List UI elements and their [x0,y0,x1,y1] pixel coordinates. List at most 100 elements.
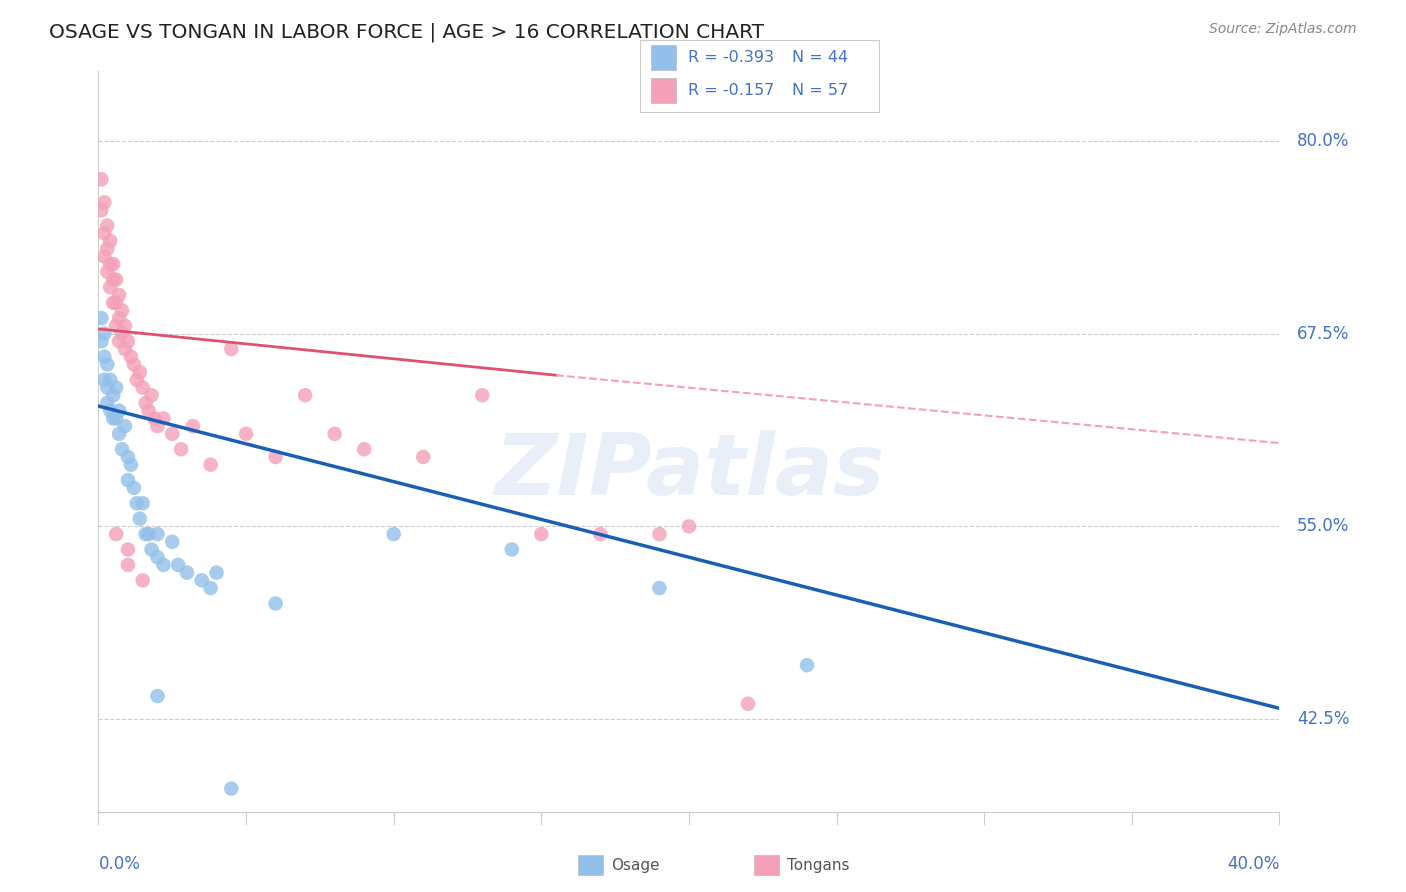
Point [648,527,671,541]
Point [108,288,131,302]
Point [412,450,434,464]
Point [105,295,128,310]
Text: Source: ZipAtlas.com: Source: ZipAtlas.com [1209,22,1357,37]
Point [122,481,145,495]
Text: Osage: Osage [612,858,661,872]
Point [589,527,612,541]
Point [146,527,169,541]
Point [146,550,169,565]
Text: 55.0%: 55.0% [1298,517,1350,535]
Point [125,373,148,387]
Point [105,411,128,425]
Point [96,358,118,372]
Point [114,318,136,333]
Point [138,403,160,417]
Point [221,342,243,356]
Point [235,426,257,441]
Point [98,280,121,294]
Point [120,458,142,472]
Point [471,388,494,402]
Text: N = 57: N = 57 [792,83,848,97]
Point [108,426,131,441]
Text: OSAGE VS TONGAN IN LABOR FORCE | AGE > 16 CORRELATION CHART: OSAGE VS TONGAN IN LABOR FORCE | AGE > 1… [49,22,765,42]
Point [128,365,150,379]
Point [108,334,131,349]
Point [796,658,818,673]
Point [132,574,155,588]
Point [96,265,118,279]
Text: 67.5%: 67.5% [1298,325,1350,343]
Point [90,334,112,349]
Point [125,496,148,510]
Point [205,566,228,580]
Point [111,303,134,318]
Point [132,380,155,394]
Point [93,350,115,364]
Point [93,373,115,387]
Point [176,566,198,580]
Point [117,542,139,557]
Point [98,234,121,248]
Point [103,272,125,286]
Point [191,574,214,588]
Point [353,442,375,457]
Point [135,396,157,410]
Point [108,311,131,326]
Point [501,542,523,557]
Point [103,411,125,425]
Point [120,350,142,364]
Text: R = -0.157: R = -0.157 [688,83,773,97]
Point [152,558,174,572]
Text: 40.0%: 40.0% [1227,855,1279,873]
Point [98,373,121,387]
Point [90,311,112,326]
Point [90,172,112,186]
Point [264,597,287,611]
Point [135,527,157,541]
Point [105,380,128,394]
Point [103,257,125,271]
Point [221,781,243,796]
Point [200,458,222,472]
Point [114,342,136,356]
Point [648,581,671,595]
Point [170,442,193,457]
Point [162,426,183,441]
Point [132,496,155,510]
Point [111,442,134,457]
Point [108,403,131,417]
Point [103,388,125,402]
Text: 0.0%: 0.0% [98,855,141,873]
Text: 80.0%: 80.0% [1298,132,1350,150]
Point [323,426,346,441]
Point [264,450,287,464]
Point [105,318,128,333]
Point [167,558,190,572]
Point [93,250,115,264]
Point [141,542,163,557]
Text: N = 44: N = 44 [792,51,848,65]
Point [143,411,166,425]
Point [146,689,169,703]
Point [114,419,136,434]
Point [146,419,169,434]
Point [90,203,112,218]
Point [152,411,174,425]
Point [98,257,121,271]
Text: 42.5%: 42.5% [1298,710,1350,728]
Point [117,450,139,464]
Point [181,419,204,434]
Point [200,581,222,595]
Text: Tongans: Tongans [787,858,849,872]
Point [111,326,134,341]
Point [122,358,145,372]
Point [96,396,118,410]
Point [737,697,759,711]
Point [93,326,115,341]
Point [530,527,553,541]
Point [96,380,118,394]
Point [141,388,163,402]
Point [117,473,139,487]
Point [103,295,125,310]
Point [294,388,316,402]
